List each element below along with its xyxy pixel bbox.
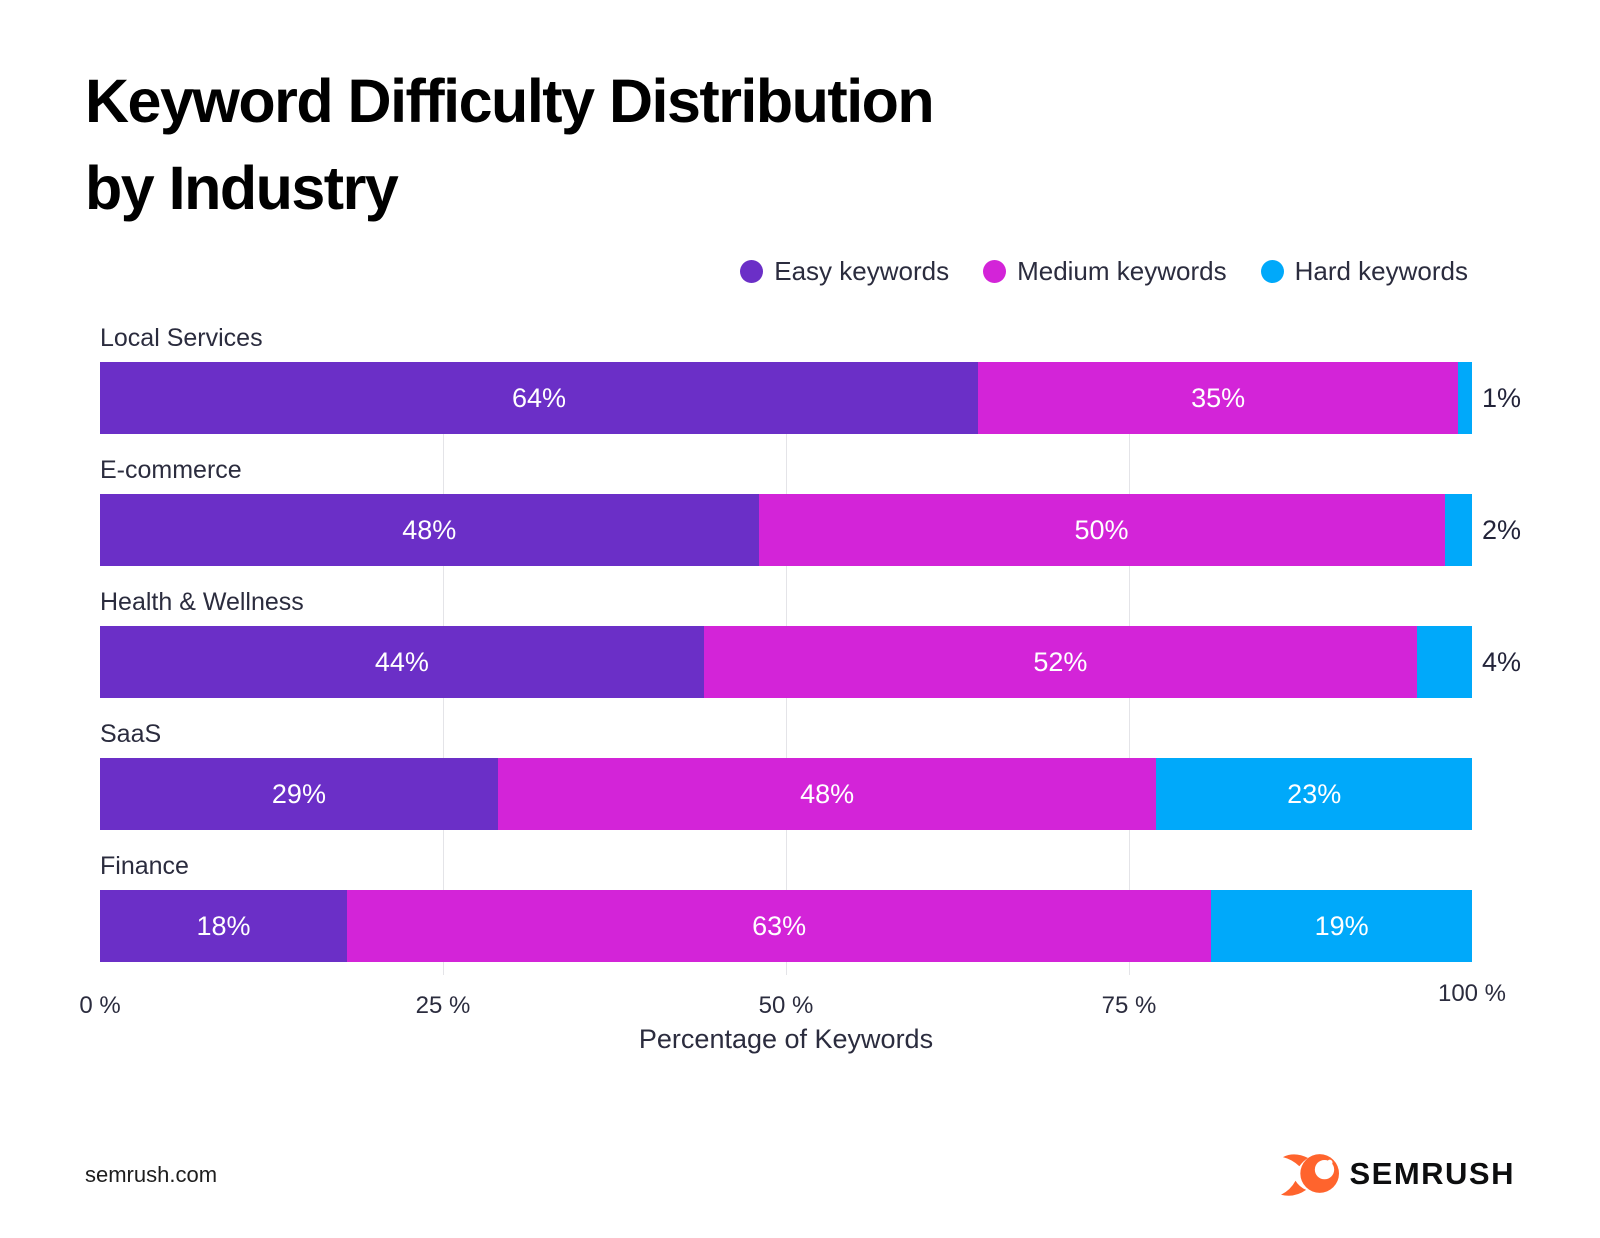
stacked-bar: 29% 48% 23% [100, 758, 1472, 830]
legend-dot-icon [1260, 260, 1284, 283]
bar-segment-medium-keywords: 48% [497, 758, 1157, 830]
semrush-flame-icon [1281, 1154, 1340, 1196]
bar-segment-hard-keywords [1444, 494, 1472, 566]
stacked-bar: 48% 50% 2% [100, 494, 1521, 566]
source-url[interactable]: semrush.com [85, 1162, 218, 1187]
x-tick-50: 50 % [758, 992, 814, 1019]
plot-area: Local Services 64% 35% 1% E-commerce 48% 50% 2%… [100, 318, 1521, 978]
segment-value-label: 64% [512, 382, 567, 413]
segment-value-label: 18% [196, 910, 251, 941]
segment-value-label-outside: 2% [1482, 514, 1522, 545]
legend-label: Easy keywords [774, 256, 950, 286]
segment-value-label: 50% [1074, 514, 1129, 545]
chart-title-line2: by Industry [85, 153, 399, 222]
segment-value-label: 63% [752, 910, 807, 941]
segment-value-label-outside: 4% [1482, 646, 1522, 677]
legend-item-medium-keywords: Medium keywords [983, 256, 1227, 287]
semrush-logo: SEMRUSH [1281, 1150, 1515, 1197]
x-tick-0: 0 % [79, 992, 121, 1019]
segment-value-label-outside: 1% [1482, 382, 1522, 413]
semrush-wordmark: SEMRUSH [1349, 1155, 1515, 1191]
bar-row-e-commerce: E-commerce 48% 50% 2% [100, 450, 1521, 582]
segment-value-label: 19% [1314, 910, 1369, 941]
bar-segment-easy-keywords: 44% [100, 626, 704, 698]
legend-label: Hard keywords [1294, 256, 1468, 286]
segment-value-label: 23% [1287, 778, 1342, 809]
legend-dot-icon [983, 260, 1007, 283]
bar-row-finance: Finance 18% 63% 19% [100, 846, 1472, 978]
x-tick-75: 75 % [1101, 992, 1157, 1019]
chart-title-line1: Keyword Difficulty Distribution [85, 67, 935, 135]
segment-value-label: 52% [1033, 646, 1088, 677]
category-label: Local Services [100, 324, 263, 352]
segment-value-label: 44% [374, 646, 429, 677]
bar-row-health-wellness: Health & Wellness 44% 52% 4% [100, 582, 1521, 714]
stacked-bar: 64% 35% 1% [100, 362, 1521, 434]
x-tick-100: 100 % [1437, 980, 1507, 1007]
segment-value-label: 48% [402, 514, 457, 545]
stacked-bar: 18% 63% 19% [100, 890, 1472, 962]
bar-row-saas: SaaS 29% 48% 23% [100, 714, 1472, 846]
x-axis-title: Percentage of Keywords [638, 1024, 934, 1054]
category-label: SaaS [100, 720, 162, 748]
bar-segment-hard-keywords: 19% [1211, 890, 1472, 962]
segment-value-label: 48% [800, 778, 855, 809]
chart-legend: Easy keywords Medium keywords Hard keyword… [740, 256, 1468, 287]
bar-segment-hard-keywords: 23% [1156, 758, 1472, 830]
category-label: E-commerce [100, 456, 242, 484]
bar-segment-easy-keywords: 48% [100, 494, 759, 566]
bar-segment-medium-keywords: 35% [978, 362, 1459, 434]
category-label: Health & Wellness [100, 588, 304, 616]
category-label: Finance [100, 852, 189, 880]
bar-segment-easy-keywords: 18% [100, 890, 347, 962]
bar-rows: Local Services 64% 35% 1% E-commerce 48% 50% 2%… [100, 318, 1521, 978]
legend-dot-icon [740, 260, 764, 283]
stacked-bar: 44% 52% 4% [100, 626, 1521, 698]
bar-segment-hard-keywords [1417, 626, 1472, 698]
bar-segment-medium-keywords: 63% [346, 890, 1212, 962]
chart-title: Keyword Difficulty Distribution by Indust… [85, 58, 935, 231]
legend-item-hard-keywords: Hard keywords [1260, 256, 1468, 287]
bar-segment-easy-keywords: 64% [100, 362, 979, 434]
x-axis-ticks: 0 % 25 % 50 % 75 % 100 % [79, 980, 1506, 1026]
bar-segment-medium-keywords: 52% [703, 626, 1418, 698]
bar-row-local-services: Local Services 64% 35% 1% [100, 318, 1521, 450]
legend-item-easy-keywords: Easy keywords [740, 256, 949, 287]
segment-value-label: 29% [271, 778, 326, 809]
legend-label: Medium keywords [1017, 256, 1227, 286]
bar-segment-medium-keywords: 50% [758, 494, 1445, 566]
x-tick-25: 25 % [415, 992, 471, 1019]
bar-segment-hard-keywords [1458, 362, 1472, 434]
bar-segment-easy-keywords: 29% [100, 758, 498, 830]
segment-value-label: 35% [1191, 382, 1246, 413]
